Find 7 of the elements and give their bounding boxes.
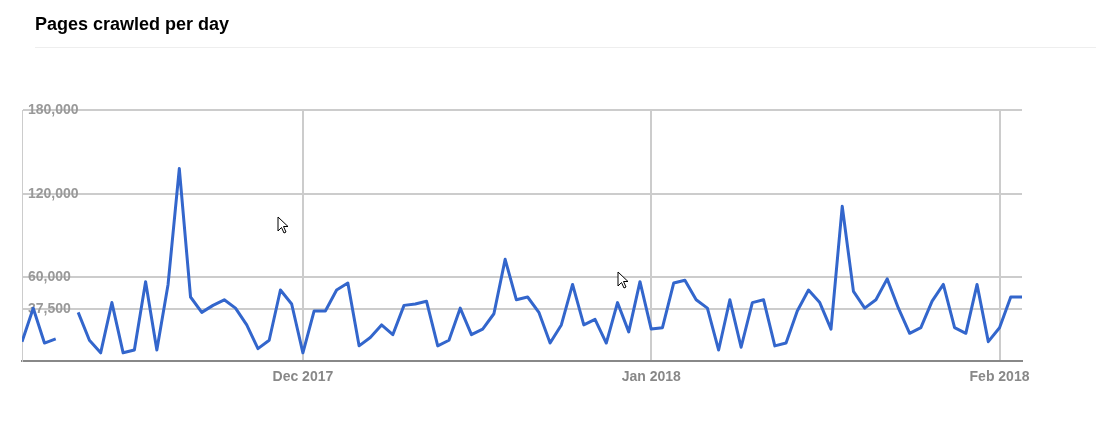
- x-tick-label: Feb 2018: [969, 368, 1030, 385]
- x-tick-label: Dec 2017: [272, 368, 334, 385]
- y-tick-label: 60,000: [28, 268, 72, 285]
- chart-title: Pages crawled per day: [35, 14, 1096, 48]
- y-tick-label: 180,000: [28, 100, 79, 117]
- y-tick-label: 120,000: [28, 184, 79, 201]
- x-tick-label: Jan 2018: [621, 368, 681, 385]
